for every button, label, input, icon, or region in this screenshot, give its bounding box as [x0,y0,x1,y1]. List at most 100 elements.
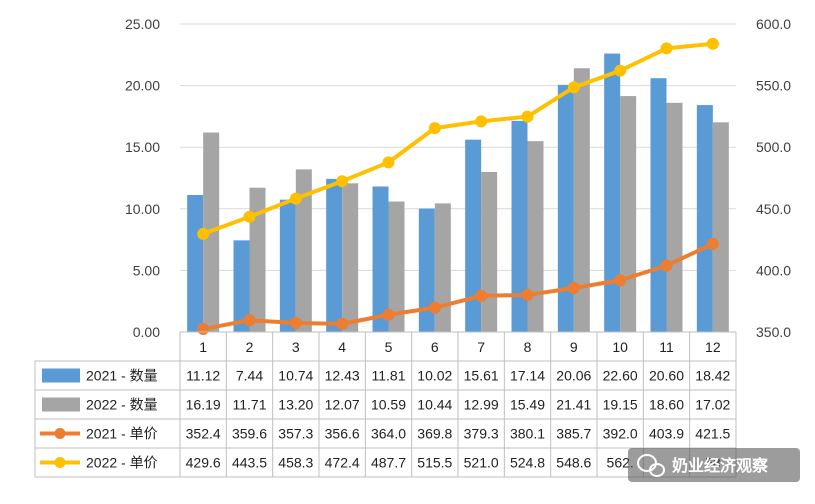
data-point [289,192,302,205]
table-value: 18.60 [649,397,684,413]
table-value: 357.3 [278,426,313,442]
data-point [197,323,210,336]
right-axis-tick-label: 350.0 [756,324,791,340]
table-value: 352.4 [186,426,221,442]
series-line [201,41,715,236]
table-value: 7.44 [236,368,263,384]
bar [418,208,435,332]
table-value: 20.06 [556,368,591,384]
right-axis-tick-label: 400.0 [756,262,791,278]
table-value: 443.5 [232,455,267,471]
left-axis-tick-label: 10.00 [125,201,160,217]
category-label: 6 [431,339,439,355]
wechat-icon [637,454,657,472]
left-axis-tick-label: 25.00 [125,16,160,32]
bar [279,199,296,332]
bar [604,53,621,333]
data-point [706,37,719,50]
category-label: 3 [292,339,300,355]
table-value: 385.7 [556,426,591,442]
data-point [289,317,302,330]
bar [573,68,590,333]
table-value: 380.1 [510,426,545,442]
data-point [336,317,349,330]
data-point [243,314,256,327]
data-point [614,64,627,77]
category-label: 11 [659,339,674,355]
bar [295,169,312,332]
table-value: 10.44 [417,397,452,413]
left-axis-tick-label: 0.00 [133,324,160,340]
table-value: 379.3 [464,426,499,442]
table-value: 458.3 [278,455,313,471]
table-value: 15.49 [510,397,545,413]
data-point [475,289,488,302]
legend-key-marker [54,428,66,439]
category-label: 5 [385,339,393,355]
table-value: 521.0 [464,455,499,471]
data-point [382,156,395,169]
table-value: 472.4 [325,455,360,471]
bar [511,120,528,332]
bar [465,139,482,332]
table-value: 21.41 [556,397,591,413]
right-axis-tick-label: 500.0 [756,139,791,155]
watermark-text: 奶业经济观察 [672,456,769,475]
series-name: 2021 - 单价 [86,426,158,442]
data-point [660,259,673,272]
bar [326,178,343,332]
table-value: 22.60 [603,368,638,384]
table-value: 364.0 [371,426,406,442]
right-axis-tick-label: 600.0 [756,16,791,32]
data-point [660,42,673,55]
left-axis-tick-label: 5.00 [133,262,160,278]
bar [620,96,637,333]
bar [187,195,204,332]
data-point [706,237,719,250]
series-line [201,241,715,332]
table-value: 524.8 [510,455,545,471]
table-value: 403.9 [649,426,684,442]
series-name: 2021 - 数量 [86,368,158,384]
table-value: 356.6 [325,426,360,442]
data-point [197,227,210,240]
category-label: 7 [477,339,485,355]
bar [372,186,389,332]
table-value: 12.99 [464,397,499,413]
table-value: 16.19 [186,397,221,413]
data-point [614,274,627,287]
watermark-background [628,448,800,482]
table-value: 18.42 [695,368,730,384]
table-value: 10.74 [278,368,313,384]
bar [696,105,713,332]
data-point [567,81,580,94]
category-label: 4 [338,339,346,355]
table-value: 17.02 [695,397,730,413]
legend-key-bar [42,368,80,383]
data-point [336,175,349,188]
table-value: 12.43 [325,368,360,384]
table-value: 515.5 [417,455,452,471]
data-point [428,122,441,135]
bar [712,122,729,332]
bar [434,203,451,332]
category-label: 12 [705,339,721,355]
table-value: 15.61 [464,368,499,384]
table-value: 10.02 [417,368,452,384]
data-point [567,282,580,295]
table-value: 10.59 [371,397,406,413]
left-axis-tick-label: 15.00 [125,139,160,155]
bar [342,183,359,332]
table-value: 487.7 [371,455,406,471]
table-value: 11.81 [372,368,406,384]
data-point [521,110,534,123]
table-value: 11.12 [186,368,220,384]
table-value: 19.15 [603,397,638,413]
series-name: 2022 - 数量 [86,397,158,413]
table-value: 17.14 [510,368,545,384]
legend-key-bar [42,397,80,412]
table-value: 359.6 [232,426,267,442]
data-point [521,288,534,301]
data-point [428,301,441,314]
category-label: 9 [570,339,578,355]
